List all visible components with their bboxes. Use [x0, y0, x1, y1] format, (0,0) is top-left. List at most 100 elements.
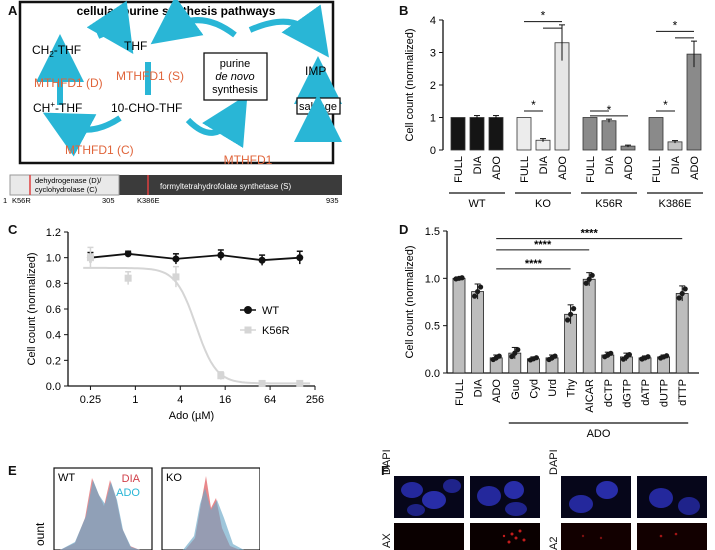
d-category-label: FULL [454, 379, 466, 406]
node-cho-thf: 10-CHO-THF [111, 101, 182, 115]
panel-label-d: D [399, 222, 409, 237]
svg-text:K56R: K56R [12, 196, 31, 205]
micrograph-left-pair [394, 476, 540, 550]
panel-label-e: E [8, 463, 17, 478]
b-sig-mark: * [531, 98, 536, 112]
c-y-tick-label: 0.4 [46, 330, 61, 342]
svg-text:KO: KO [166, 472, 182, 484]
b-category-label: DIA [472, 155, 484, 174]
node-ado: Ado [305, 129, 327, 143]
d-group-label: ADO [587, 428, 611, 440]
d-category-label: DIA [473, 378, 485, 397]
panel-label-c: C [8, 222, 18, 237]
b-bar [516, 117, 532, 151]
c-point-wt [124, 250, 132, 258]
panel-label-f: F [381, 463, 389, 478]
d-replicate-point [676, 295, 682, 301]
b-bar [582, 117, 598, 151]
d-replicate-point [608, 350, 614, 356]
arrow-cho-to-denovo [185, 94, 248, 148]
c-x-tick-label: 4 [177, 394, 183, 406]
d-replicate-point [478, 284, 484, 290]
c-wt-line [90, 252, 300, 262]
d-bar [471, 291, 484, 374]
b-sig-mark: * [663, 98, 668, 112]
b-sig-mark: * [673, 18, 678, 32]
b-bar [469, 117, 485, 151]
d-y-label: Cell count (normalized) [404, 245, 416, 358]
panel-c-chart: 0.0 0.2 0.4 0.6 0.8 1.0 1.2 0.25 1 4 16 64 256 Ado (µ… [26, 227, 324, 422]
c-x-label: Ado (µM) [169, 410, 214, 422]
b-category-label: DIA [670, 155, 682, 174]
c-y-tick-label: 0.0 [46, 381, 61, 393]
d-y-tick-label: 1.0 [425, 273, 440, 285]
d-category-label: dTTP [677, 379, 689, 406]
panel-d-chart: 0.0 0.5 1.0 1.5 Cell count (normalized) FULL D… [404, 226, 699, 440]
panel-e-histograms: ount WT DIA ADO KO [33, 467, 260, 550]
b-category-label: DIA [604, 155, 616, 174]
node-thf: THF [124, 39, 147, 53]
b-category-label: ADO [689, 156, 701, 180]
b-y-tick-label: 3 [430, 48, 436, 60]
b-category-label: FULL [651, 156, 663, 183]
c-y-label: Cell count (normalized) [26, 252, 38, 365]
d-bar [675, 293, 689, 374]
b-category-label: ADO [623, 156, 635, 180]
d-bar [452, 277, 466, 374]
histogram-ko-ado [183, 488, 244, 550]
c-x-tick-label: 1 [132, 394, 138, 406]
d-category-label: Thy [566, 379, 578, 398]
b-group-label: WT [468, 198, 485, 210]
svg-text:salvage: salvage [299, 101, 337, 113]
b-category-label: ADO [491, 156, 503, 180]
pathway-title: cellular purine synthesis pathways [77, 4, 276, 18]
d-replicate-point [568, 311, 574, 317]
c-y-tick-label: 0.2 [46, 355, 61, 367]
svg-text:ount: ount [33, 522, 47, 546]
b-category-label: FULL [585, 156, 597, 183]
d-replicate-point [512, 350, 518, 356]
panel-b-chart: 0 1 2 3 4 Cell count (normalized) FULL DIA ADO WT… [404, 9, 703, 210]
b-bar [488, 117, 504, 151]
d-replicate-point [682, 286, 688, 292]
enzyme-d: MTHFD1 (D) [34, 76, 103, 90]
d-replicate-point [589, 272, 595, 278]
b-category-label: FULL [519, 156, 531, 183]
d-replicate-point [626, 352, 632, 358]
d-replicate-point [586, 276, 592, 282]
b-category-label: FULL [453, 156, 465, 183]
b-category-label: DIA [538, 155, 550, 174]
panel-label-b: B [399, 3, 409, 18]
svg-text:de novo: de novo [215, 71, 254, 83]
b-y-tick-label: 0 [430, 145, 436, 157]
d-category-label: Cyd [528, 379, 540, 399]
c-x-tick-label: 0.25 [80, 394, 101, 406]
d-category-label: dUTP [659, 379, 671, 407]
b-sig-mark: * [541, 9, 546, 23]
svg-text:formyltetrahydrofolate synthet: formyltetrahydrofolate synthetase (S) [160, 182, 292, 191]
d-y-tick-label: 0.5 [425, 321, 440, 333]
b-group-label: K386E [658, 198, 691, 210]
d-replicate-point [475, 288, 481, 295]
label-dapi-right: DAPI [548, 449, 560, 475]
svg-text:ADO: ADO [116, 487, 140, 499]
svg-text:synthesis: synthesis [212, 84, 258, 96]
d-replicate-point [472, 293, 478, 299]
svg-text:K386E: K386E [137, 196, 160, 205]
d-replicate-point [664, 353, 670, 359]
d-category-label: AICAR [584, 379, 596, 413]
b-y-label: Cell count (normalized) [404, 28, 416, 141]
node-chthf: CH+-THF [33, 100, 82, 115]
svg-text:1: 1 [3, 196, 7, 205]
b-sig-mark: * [607, 103, 612, 117]
c-point-k56r [296, 379, 304, 387]
d-sig-mark: **** [534, 239, 552, 251]
d-category-label: dCTP [603, 379, 615, 407]
b-bar [450, 117, 466, 151]
d-replicate-point [571, 306, 577, 312]
svg-text:DIA: DIA [122, 473, 141, 485]
b-y-tick-label: 1 [430, 113, 436, 125]
c-x-tick-label: 256 [306, 394, 324, 406]
c-k56r-fit [83, 266, 311, 385]
d-y-tick-label: 1.5 [425, 226, 440, 238]
